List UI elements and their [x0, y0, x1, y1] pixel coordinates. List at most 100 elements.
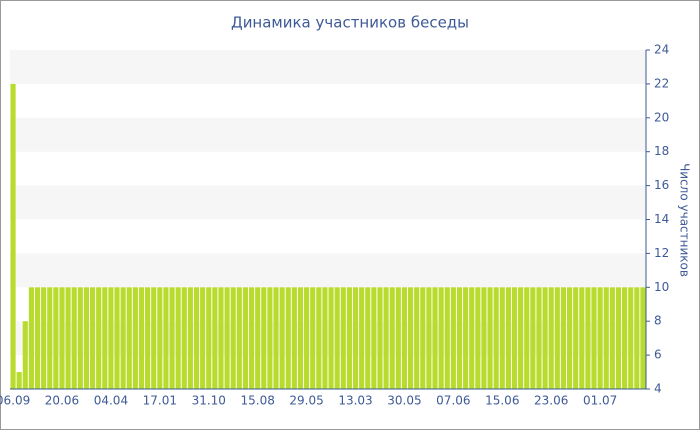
bar	[487, 287, 493, 389]
x-tick-label: 17.01	[143, 394, 177, 408]
bar	[169, 287, 175, 389]
bar	[542, 287, 548, 389]
bar	[102, 287, 108, 389]
bar	[371, 287, 377, 389]
bar	[89, 287, 96, 389]
bar	[444, 287, 450, 389]
x-tick-label: 06.09	[0, 394, 30, 408]
x-tick-label: 23.06	[534, 394, 568, 408]
grid-band	[10, 185, 646, 220]
x-tick-label: 13.03	[338, 394, 372, 408]
bar	[77, 287, 83, 389]
bar	[242, 287, 249, 389]
y-tick-label: 20	[654, 110, 669, 124]
bar	[524, 287, 530, 389]
bar	[304, 287, 310, 389]
bar	[438, 287, 444, 389]
bar	[126, 287, 132, 389]
grid-band	[10, 117, 646, 152]
bar	[395, 287, 401, 389]
bar	[615, 287, 622, 389]
bar	[200, 287, 206, 389]
bar	[138, 287, 145, 389]
bar	[634, 287, 640, 389]
bar	[10, 83, 16, 390]
bar	[157, 287, 163, 389]
bar	[236, 287, 242, 389]
bar	[316, 287, 322, 389]
bar	[53, 287, 59, 389]
bar	[65, 287, 71, 389]
bar	[511, 287, 518, 389]
bar	[267, 287, 273, 389]
x-tick-label: 04.04	[94, 394, 128, 408]
bar	[548, 287, 554, 389]
bar	[554, 287, 560, 389]
bar	[261, 287, 267, 389]
bar	[22, 321, 28, 389]
bar	[622, 287, 628, 389]
bar	[499, 287, 505, 389]
bar	[16, 372, 22, 389]
bar	[640, 287, 646, 389]
bar	[597, 287, 603, 389]
bar	[628, 287, 634, 389]
y-tick-label: 24	[654, 43, 669, 57]
y-tick-label: 6	[654, 348, 662, 362]
bar	[248, 287, 255, 389]
y-tick-label: 18	[654, 144, 669, 158]
bar	[83, 287, 90, 389]
grid-band	[10, 253, 646, 288]
bar	[359, 287, 365, 389]
bar	[206, 287, 212, 389]
bar	[432, 287, 438, 389]
bar	[41, 287, 47, 389]
bar	[59, 287, 65, 389]
bar	[297, 287, 304, 389]
bar	[469, 287, 475, 389]
x-tick-label: 15.06	[485, 394, 519, 408]
bar	[310, 287, 316, 389]
bar	[328, 287, 334, 389]
bar	[401, 287, 408, 389]
bar	[352, 287, 359, 389]
bar	[334, 287, 340, 389]
bar	[163, 287, 169, 389]
x-tick-label: 30.05	[387, 394, 421, 408]
y-tick-label: 14	[654, 212, 669, 226]
bar	[414, 287, 420, 389]
grid-band	[10, 50, 646, 84]
x-tick-label: 15.08	[240, 394, 274, 408]
bar	[481, 287, 487, 389]
bar	[426, 287, 432, 389]
y-tick-label: 12	[654, 246, 669, 260]
bar	[34, 287, 41, 389]
y-axis-label: Число участников	[678, 163, 692, 277]
bar	[609, 287, 615, 389]
bar	[475, 287, 481, 389]
bar	[212, 287, 218, 389]
y-tick-label: 10	[654, 280, 669, 294]
bar	[145, 287, 151, 389]
chart-title: Динамика участников беседы	[231, 14, 469, 32]
bar	[114, 287, 120, 389]
bar	[322, 287, 328, 389]
y-tick-label: 16	[654, 178, 669, 192]
bar	[151, 287, 157, 389]
bar	[505, 287, 511, 389]
bar	[108, 287, 114, 389]
x-tick-label: 31.10	[192, 394, 226, 408]
bar	[407, 287, 414, 389]
bar	[175, 287, 181, 389]
y-tick-label: 22	[654, 76, 669, 90]
bar	[96, 287, 102, 389]
bar	[224, 287, 230, 389]
bar	[340, 287, 346, 389]
bar	[365, 287, 371, 389]
bar	[132, 287, 138, 389]
bar	[377, 287, 383, 389]
bar	[591, 287, 597, 389]
bar	[389, 287, 395, 389]
bar	[579, 287, 585, 389]
